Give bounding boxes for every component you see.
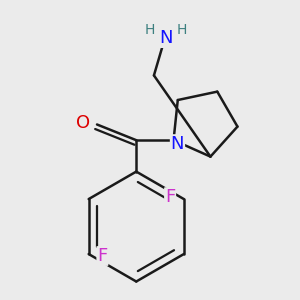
Text: N: N [159, 29, 172, 47]
Text: N: N [171, 135, 184, 153]
Text: H: H [176, 23, 187, 37]
Text: F: F [165, 188, 175, 206]
Text: F: F [97, 247, 107, 265]
Text: H: H [145, 23, 155, 37]
Text: O: O [76, 113, 90, 131]
